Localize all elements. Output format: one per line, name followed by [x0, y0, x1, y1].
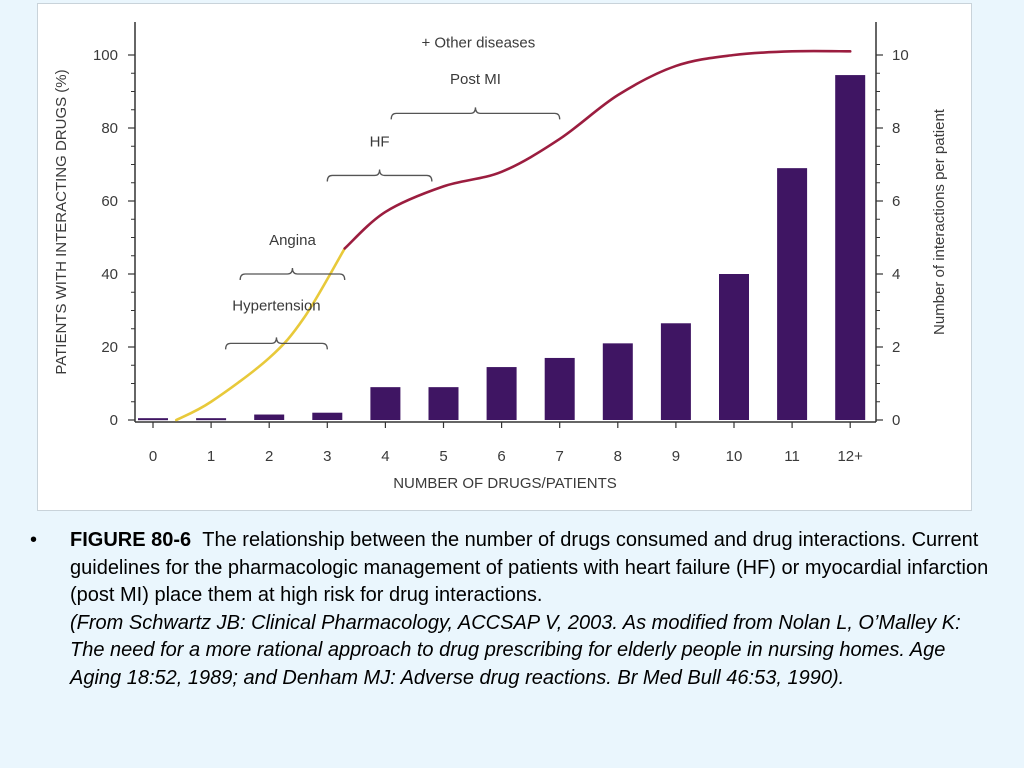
x-tick-label: 8 — [614, 448, 622, 465]
annotation-brace — [390, 107, 561, 120]
bar — [835, 75, 866, 420]
right-axis-title: Number of interactions per patient — [931, 108, 948, 335]
bar — [254, 414, 285, 420]
bar — [370, 387, 401, 420]
x-tick-label: 3 — [323, 448, 331, 465]
bar — [660, 323, 691, 420]
left-axis-title: PATIENTS WITH INTERACTING DRUGS (%) — [53, 69, 70, 374]
figure-panel: 0 20 40 60 80 100 0 2 4 6 8 10 0 1 2 3 4 5 6 7 8 9 10 11 12+ Hype… — [37, 3, 972, 511]
x-tick-label: 2 — [265, 448, 273, 465]
bar — [719, 274, 749, 420]
bar — [777, 168, 808, 420]
caption-source: (From Schwartz JB: Clinical Pharmacology… — [70, 611, 961, 689]
bar — [196, 418, 227, 421]
x-tick-label: 9 — [672, 448, 680, 465]
x-tick-label: 5 — [439, 448, 447, 465]
left-tick-label: 40 — [101, 266, 118, 283]
bar — [602, 343, 633, 420]
annotation-brace — [239, 267, 346, 281]
annotation-label: + Other diseases — [421, 35, 535, 52]
right-tick-label: 4 — [892, 266, 900, 283]
annotation-label: Hypertension — [232, 298, 320, 315]
annotation-label: Angina — [269, 232, 316, 249]
x-tick-label: 0 — [149, 448, 157, 465]
annotation-label: HF — [370, 133, 390, 150]
right-tick-label: 0 — [892, 412, 900, 429]
bar — [138, 418, 168, 421]
x-tick-label: 4 — [381, 448, 389, 465]
figure-label: FIGURE 80-6 — [70, 529, 192, 551]
caption: • FIGURE 80-6 The relationship between t… — [30, 527, 990, 692]
left-tick-label: 60 — [101, 193, 118, 210]
bar — [544, 357, 575, 420]
caption-text: The relationship between the number of d… — [70, 529, 989, 606]
x-tick-label: 11 — [784, 448, 800, 465]
right-tick-label: 10 — [892, 47, 909, 64]
annotation-brace — [326, 169, 433, 182]
curve-late — [343, 49, 852, 250]
bar — [312, 412, 343, 420]
x-tick-label: 7 — [556, 448, 564, 465]
right-tick-label: 2 — [892, 339, 900, 356]
annotation-label: Post MI — [450, 71, 501, 88]
left-tick-label: 0 — [110, 412, 118, 429]
right-tick-label: 6 — [892, 193, 900, 210]
left-tick-label: 100 — [93, 47, 118, 64]
x-axis-title: NUMBER OF DRUGS/PATIENTS — [393, 475, 617, 492]
bar — [428, 387, 459, 420]
x-tick-label: 6 — [497, 448, 505, 465]
annotation-brace — [224, 337, 328, 350]
bullet: • — [30, 529, 38, 551]
bar — [486, 367, 517, 420]
curve-early — [174, 247, 347, 422]
right-tick-label: 8 — [892, 120, 900, 137]
x-tick-label: 10 — [726, 448, 743, 465]
left-tick-label: 80 — [101, 120, 118, 137]
left-tick-label: 20 — [101, 339, 118, 356]
x-tick-label: 12+ — [837, 448, 863, 465]
x-tick-label: 1 — [207, 448, 215, 465]
